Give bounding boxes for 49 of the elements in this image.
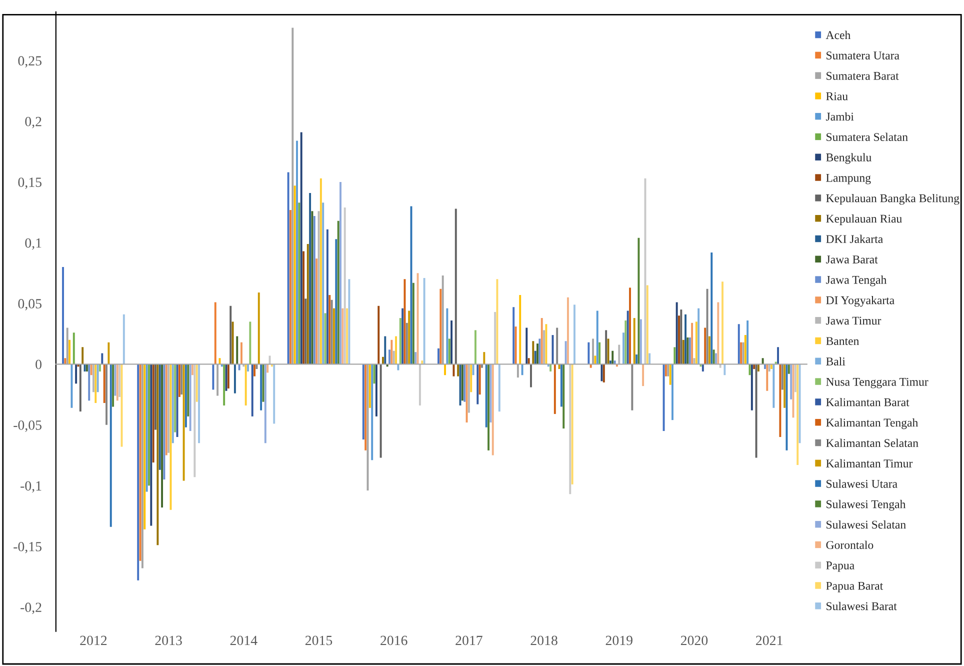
legend-label: Jawa Barat xyxy=(826,256,878,264)
legend-label: Jawa Timur xyxy=(826,316,882,325)
legend-label: Jawa Tengah xyxy=(826,276,887,286)
x-tick-label: 2017 xyxy=(456,636,482,646)
legend-label: Kalimantan Timur xyxy=(826,459,913,468)
legend-label: Sulawesi Selatan xyxy=(826,520,906,529)
legend-label: Lampung xyxy=(826,174,871,184)
legend-label: Sulawesi Utara xyxy=(826,480,898,488)
y-tick-label: -0,15 xyxy=(14,542,42,554)
x-tick-label: 2019 xyxy=(606,636,632,646)
legend-label: Nusa Tenggara Timur xyxy=(826,378,928,388)
y-tick-label: 0 xyxy=(36,360,42,370)
legend-label: Kalimantan Barat xyxy=(826,398,910,406)
x-tick-label: 2014 xyxy=(230,636,258,646)
legend-label: Bengkulu xyxy=(826,153,872,164)
x-tick-label: 2012 xyxy=(80,636,107,646)
legend-label: Sumatera Utara xyxy=(826,52,900,60)
legend-label: Gorontalo xyxy=(826,540,874,550)
y-tick-label: 0,25 xyxy=(18,56,42,68)
y-tick-label: 0,1 xyxy=(25,238,42,250)
y-tick-label: 0,15 xyxy=(18,178,42,189)
legend-label: DKI Jakarta xyxy=(826,234,883,244)
y-tick-label: 0,05 xyxy=(18,299,42,310)
legend-label: Papua Barat xyxy=(826,582,884,592)
x-tick-label: 2020 xyxy=(680,636,708,646)
legend-label: Banten xyxy=(826,337,860,346)
y-tick-label: -0,1 xyxy=(20,481,42,493)
legend-label: Sumatera Selatan xyxy=(826,132,908,142)
legend-label: Kepulauan Bangka Belitung xyxy=(826,194,960,205)
y-tick-label: -0,05 xyxy=(14,420,42,432)
legend-label: Kalimantan Selatan xyxy=(826,438,918,448)
x-tick-label: 2018 xyxy=(530,636,558,646)
legend-label: Kalimantan Tengah xyxy=(826,418,918,430)
legend-label: DI Yogyakarta xyxy=(826,296,894,307)
legend-label: Papua xyxy=(826,562,854,572)
legend-label: Riau xyxy=(826,92,848,100)
legend-label: Jambi xyxy=(826,112,854,121)
y-tick-label: 0,2 xyxy=(25,116,42,128)
legend-label: Aceh xyxy=(826,30,851,40)
y-tick-label: -0,2 xyxy=(20,602,42,614)
x-tick-label: 2016 xyxy=(380,636,408,646)
legend-label: Sumatera Barat xyxy=(826,72,899,80)
legend-label: Kepulauan Riau xyxy=(826,214,902,226)
x-tick-label: 2013 xyxy=(155,636,182,646)
legend-label: Sulawesi Barat xyxy=(826,602,897,610)
x-tick-label: 2015 xyxy=(305,636,332,646)
legend-label: Sulawesi Tengah xyxy=(826,500,906,511)
x-tick-label: 2021 xyxy=(756,636,782,646)
legend-label: Bali xyxy=(826,357,846,366)
